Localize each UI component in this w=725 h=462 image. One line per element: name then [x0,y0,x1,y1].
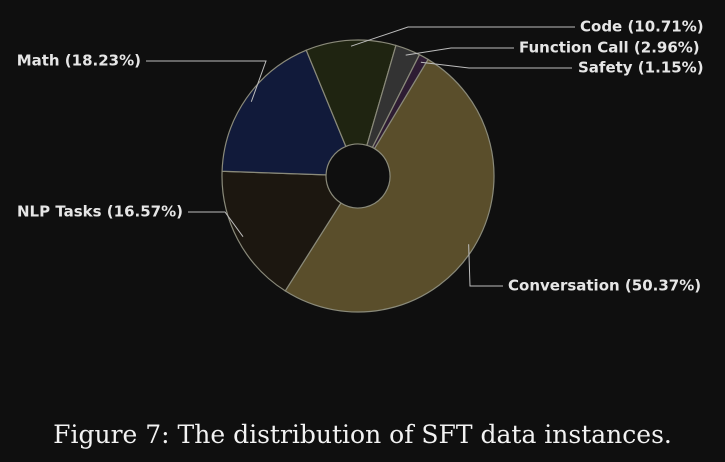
label-function-call: Function Call (2.96%) [519,39,700,57]
leader-line-safety [421,62,572,68]
label-conversation: Conversation (50.37%) [508,277,701,295]
label-nlp-tasks: NLP Tasks (16.57%) [17,203,183,221]
donut-chart: Conversation (50.37%) NLP Tasks (16.57%) M… [0,0,725,400]
leader-line-function-call [406,48,514,55]
figure-caption: Figure 7: The distribution of SFT data i… [0,420,725,449]
leader-line-conversation [469,244,503,286]
chart-slices [222,40,494,312]
label-math: Math (18.23%) [17,52,141,70]
label-code: Code (10.71%) [580,18,704,36]
label-safety: Safety (1.15%) [578,59,704,77]
